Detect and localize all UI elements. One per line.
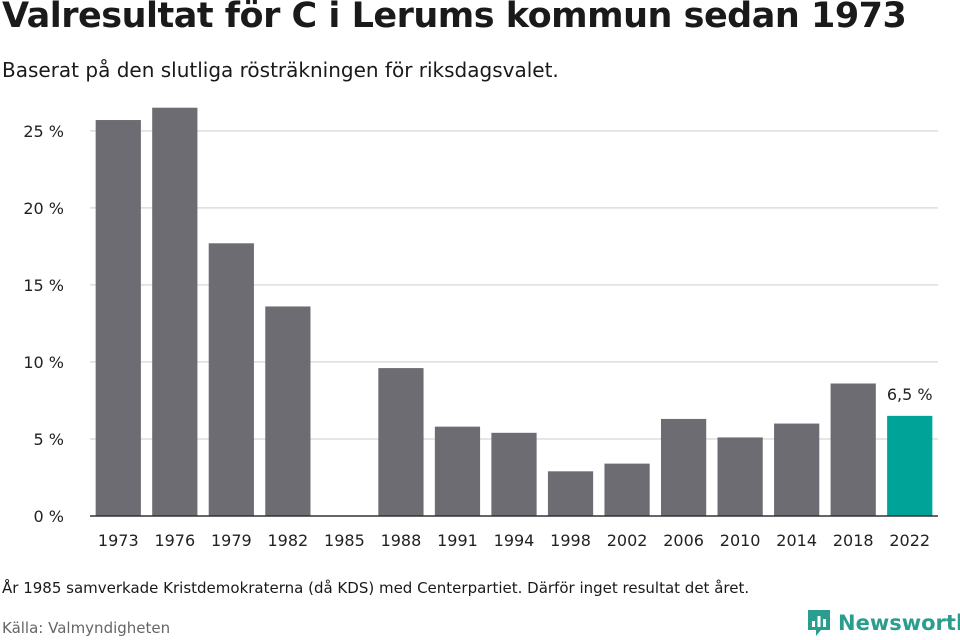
bar-chart: 0 % 5 % 10 % 15 % 20 % 25 % 1973 1976 1979 1982 19… [23,107,938,550]
x-tick-label: 2014 [776,531,817,550]
bar [660,418,707,516]
y-tick-label: 15 % [23,276,64,295]
newsworthy-logo: Newsworthy [806,608,960,638]
y-tick-label: 20 % [23,199,64,218]
y-tick-label: 10 % [23,353,64,372]
chart-footnote: År 1985 samverkade Kristdemokraterna (då… [2,579,750,597]
x-tick-label: 2018 [833,531,874,550]
x-tick-label: 1985 [324,531,365,550]
x-tick-label: 1991 [437,531,478,550]
y-tick-label: 0 % [34,507,64,526]
y-tick-label: 25 % [23,122,64,141]
y-tick-label: 5 % [34,430,64,449]
x-tick-label: 1994 [494,531,535,550]
x-tick-label: 1976 [154,531,195,550]
bar [604,463,650,516]
newsworthy-logo-icon [808,610,830,636]
x-tick-label: 2022 [889,531,930,550]
x-tick-label: 2006 [663,531,704,550]
x-tick-label: 1982 [268,531,309,550]
chart-source: Källa: Valmyndigheten [2,619,171,637]
data-label: 6,5 % [887,385,933,404]
chart-subtitle: Baserat på den slutliga rösträkningen fö… [2,58,559,82]
bar [547,471,594,516]
bar [152,107,198,516]
bar [774,423,820,516]
bar [717,437,763,516]
bar [887,415,933,516]
bar [95,120,141,516]
x-tick-label: 1988 [381,531,422,550]
bar [208,243,254,517]
x-tick-label: 2010 [720,531,761,550]
x-tick-label: 1973 [98,531,139,550]
bar [830,383,876,516]
bar [434,426,481,516]
x-tick-label: 1998 [550,531,591,550]
x-tick-label: 1979 [211,531,252,550]
bar [491,432,537,516]
bar [265,306,311,516]
bar [378,368,424,516]
chart-title: Valresultat för C i Lerums kommun sedan … [2,0,907,36]
newsworthy-logo-text: Newsworthy [838,611,960,635]
x-tick-label: 2002 [607,531,648,550]
